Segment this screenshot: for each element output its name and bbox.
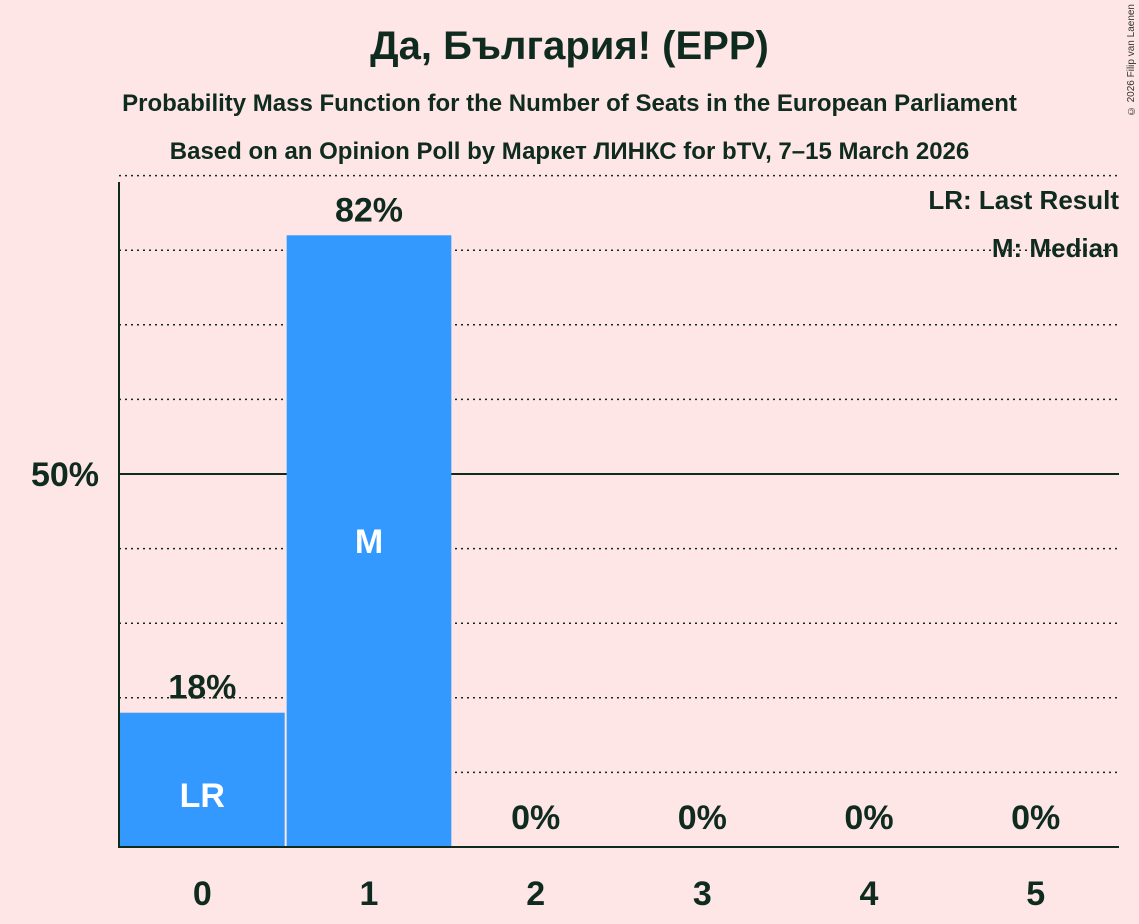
legend-entry: M: Median — [992, 233, 1119, 263]
x-tick-label: 4 — [860, 875, 879, 913]
x-tick-label: 3 — [693, 875, 712, 913]
bar-1 — [286, 235, 452, 847]
x-tick-label: 0 — [193, 875, 212, 913]
chart-subtitle: Probability Mass Function for the Number… — [122, 90, 1017, 117]
value-label: 0% — [844, 799, 893, 837]
bar-marker-m: M — [355, 523, 383, 561]
value-label: 18% — [168, 669, 236, 707]
bar-marker-lr: LR — [180, 777, 225, 815]
value-label: 0% — [511, 799, 560, 837]
value-label: 82% — [335, 191, 403, 229]
x-tick-label: 5 — [1026, 875, 1045, 913]
x-tick-label: 2 — [526, 875, 545, 913]
value-label: 0% — [1011, 799, 1060, 837]
x-tick-label: 1 — [360, 875, 379, 913]
value-label: 0% — [678, 799, 727, 837]
legend-entry: LR: Last Result — [928, 185, 1119, 215]
chart-title: Да, България! (EPP) — [370, 24, 769, 68]
y-tick-label: 50% — [31, 456, 99, 494]
chart-source: Based on an Opinion Poll by Маркет ЛИНКС… — [169, 138, 970, 165]
bar-0 — [120, 712, 285, 847]
